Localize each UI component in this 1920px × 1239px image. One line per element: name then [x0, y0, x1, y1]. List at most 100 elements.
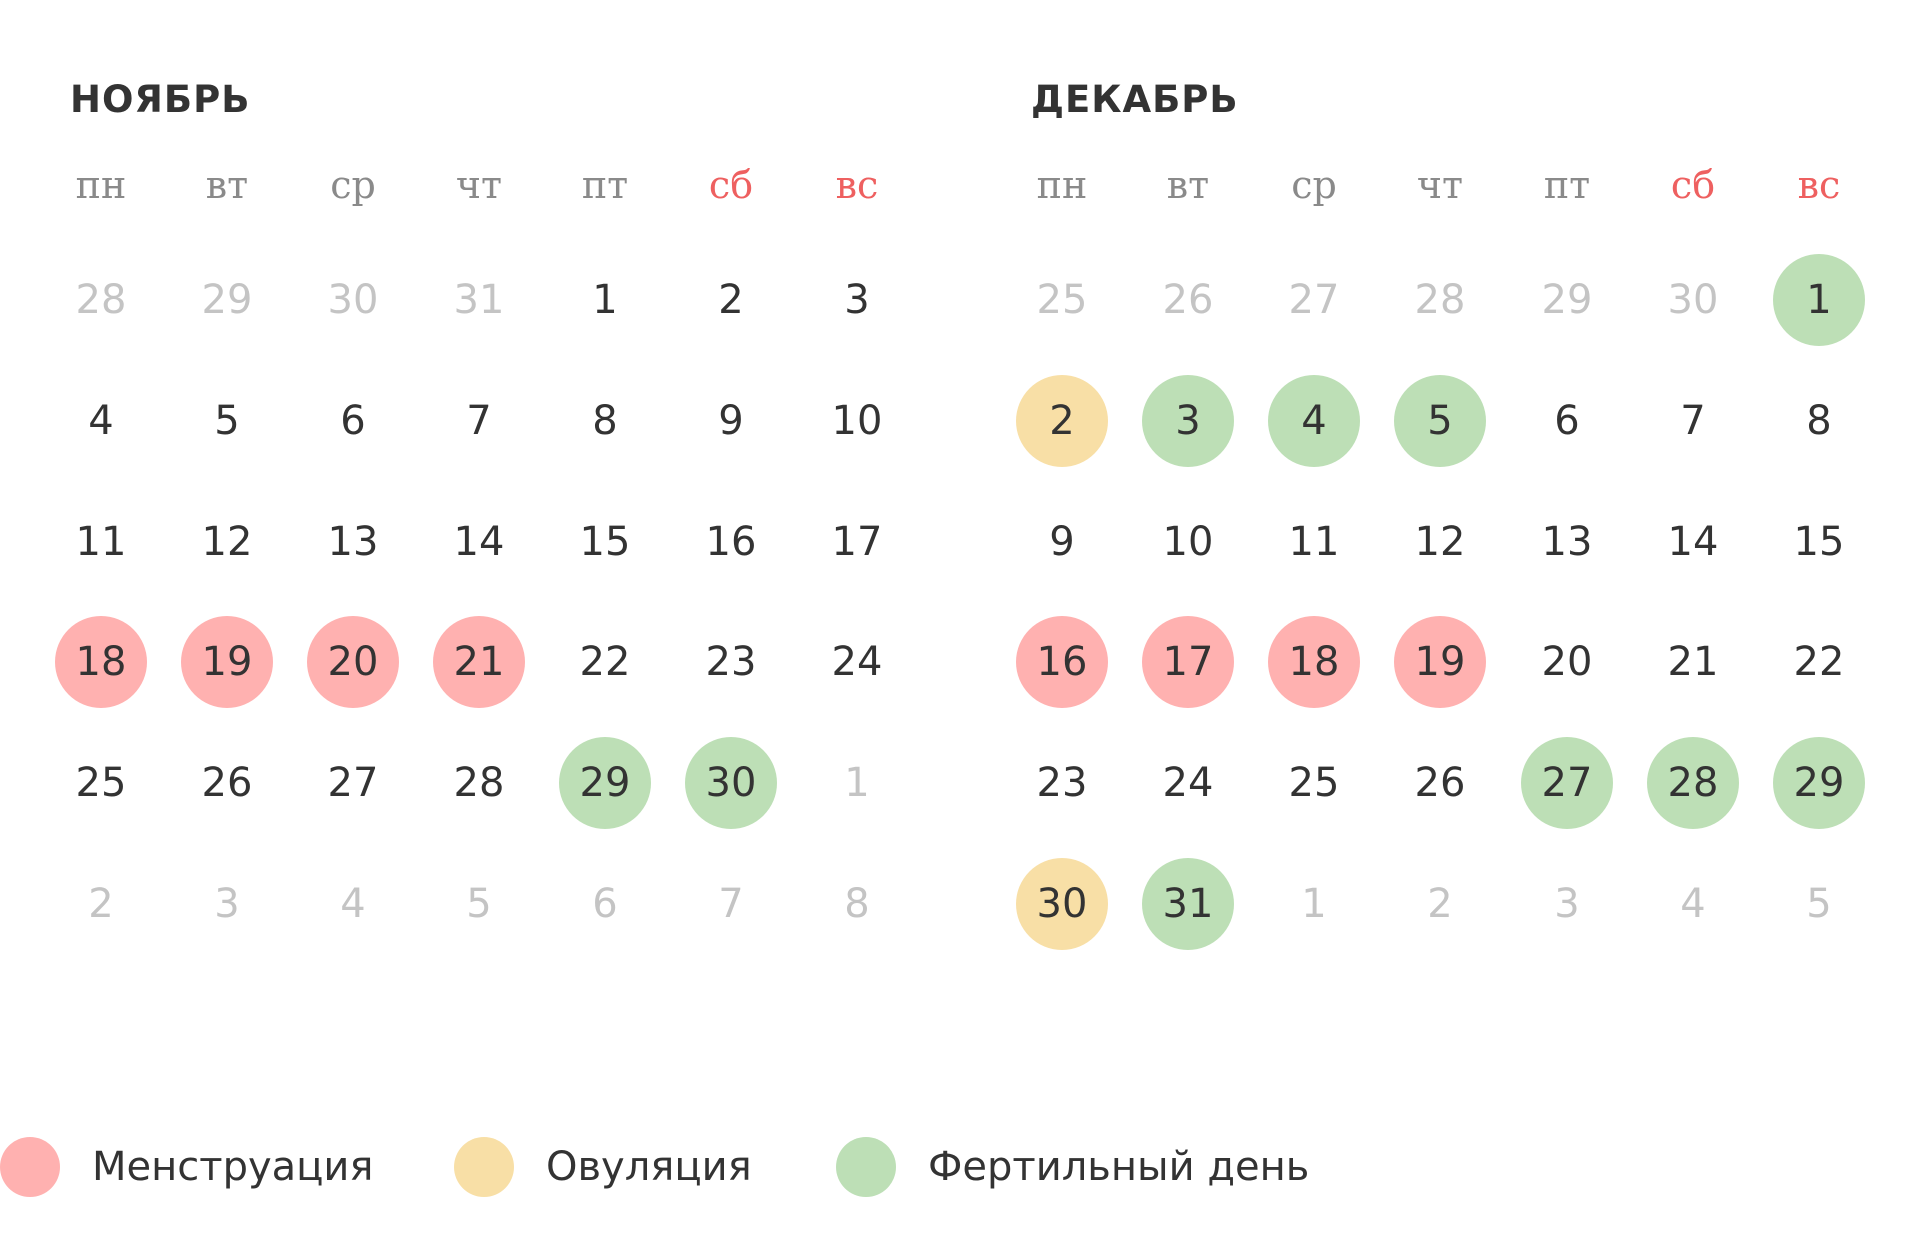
day-cell[interactable]: 1: [592, 277, 618, 323]
weekday-header: пн: [1036, 163, 1088, 207]
day-cell[interactable]: 24: [1162, 760, 1214, 806]
legend-item-fertile: Фертильный день: [836, 1137, 1309, 1197]
day-cell-outside-month[interactable]: 5: [1806, 881, 1832, 927]
month-grid: пн вт ср чт пт сб вс 25 26 27 28 29 30 1 2 3 4 5 6 7 8 9 10 11 1…: [0, 0, 1865, 1000]
day-cell[interactable]: 11: [1288, 519, 1340, 565]
day-cell[interactable]: 23: [705, 639, 757, 685]
day-cell-fertile[interactable]: 28: [1647, 737, 1739, 829]
day-cell-outside-month[interactable]: 1: [844, 760, 870, 806]
day-cell[interactable]: 5: [214, 398, 240, 444]
day-cell[interactable]: 27: [327, 760, 379, 806]
day-cell-menstruation[interactable]: 18: [55, 616, 147, 708]
day-cell[interactable]: 9: [1049, 519, 1075, 565]
day-cell-outside-month[interactable]: 6: [592, 881, 618, 927]
day-cell[interactable]: 25: [75, 760, 127, 806]
day-cell-outside-month[interactable]: 28: [1414, 277, 1466, 323]
day-cell-menstruation[interactable]: 18: [1268, 616, 1360, 708]
day-cell-outside-month[interactable]: 8: [844, 881, 870, 927]
weekday-header: вт: [205, 163, 249, 207]
day-cell[interactable]: 21: [1667, 639, 1719, 685]
legend-item-menstruation: Менструация: [0, 1137, 373, 1197]
day-cell[interactable]: 26: [1414, 760, 1466, 806]
day-cell[interactable]: 4: [88, 398, 114, 444]
day-cell-menstruation[interactable]: 17: [1142, 616, 1234, 708]
day-cell[interactable]: 23: [1036, 760, 1088, 806]
day-cell[interactable]: 16: [705, 519, 757, 565]
day-cell-outside-month[interactable]: 5: [466, 881, 492, 927]
day-cell[interactable]: 24: [831, 639, 883, 685]
day-cell-menstruation[interactable]: 21: [433, 616, 525, 708]
day-cell-fertile[interactable]: 5: [1394, 375, 1486, 467]
day-cell-fertile[interactable]: 27: [1521, 737, 1613, 829]
ovulation-dot-icon: [454, 1137, 514, 1197]
day-cell-outside-month[interactable]: 3: [1554, 881, 1580, 927]
day-cell-outside-month[interactable]: 3: [214, 881, 240, 927]
day-cell[interactable]: 20: [1541, 639, 1593, 685]
day-cell-fertile[interactable]: 30: [685, 737, 777, 829]
day-cell[interactable]: 6: [1554, 398, 1580, 444]
weekday-header: ср: [1291, 163, 1337, 207]
day-cell[interactable]: 6: [340, 398, 366, 444]
day-cell[interactable]: 7: [1680, 398, 1706, 444]
menstruation-dot-icon: [0, 1137, 60, 1197]
legend-label: Овуляция: [546, 1144, 752, 1190]
day-cell[interactable]: 10: [831, 398, 883, 444]
day-cell-fertile[interactable]: 29: [559, 737, 651, 829]
day-cell[interactable]: 17: [831, 519, 883, 565]
day-cell-fertile[interactable]: 1: [1773, 254, 1865, 346]
day-cell[interactable]: 13: [1541, 519, 1593, 565]
day-cell[interactable]: 9: [718, 398, 744, 444]
day-cell-outside-month[interactable]: 2: [1427, 881, 1453, 927]
day-cell-outside-month[interactable]: 30: [327, 277, 379, 323]
day-cell[interactable]: 13: [327, 519, 379, 565]
day-cell[interactable]: 14: [453, 519, 505, 565]
day-cell[interactable]: 8: [1806, 398, 1832, 444]
day-cell[interactable]: 15: [579, 519, 631, 565]
day-cell-fertile[interactable]: 3: [1142, 375, 1234, 467]
day-cell[interactable]: 15: [1793, 519, 1845, 565]
day-cell-outside-month[interactable]: 30: [1667, 277, 1719, 323]
day-cell-ovulation[interactable]: 2: [1016, 375, 1108, 467]
day-cell-outside-month[interactable]: 31: [453, 277, 505, 323]
day-cell-outside-month[interactable]: 2: [88, 881, 114, 927]
day-cell-outside-month[interactable]: 28: [75, 277, 127, 323]
day-cell[interactable]: 10: [1162, 519, 1214, 565]
day-cell-menstruation[interactable]: 19: [181, 616, 273, 708]
day-cell[interactable]: 12: [201, 519, 253, 565]
day-cell-outside-month[interactable]: 26: [1162, 277, 1214, 323]
day-cell[interactable]: 25: [1288, 760, 1340, 806]
legend-label: Фертильный день: [928, 1144, 1310, 1190]
day-cell-menstruation[interactable]: 19: [1394, 616, 1486, 708]
day-cell-outside-month[interactable]: 27: [1288, 277, 1340, 323]
day-cell-ovulation[interactable]: 30: [1016, 858, 1108, 950]
day-cell[interactable]: 26: [201, 760, 253, 806]
weekday-header: вт: [1166, 163, 1210, 207]
day-cell-menstruation[interactable]: 16: [1016, 616, 1108, 708]
day-cell-fertile[interactable]: 4: [1268, 375, 1360, 467]
day-cell[interactable]: 7: [466, 398, 492, 444]
day-cell-outside-month[interactable]: 4: [340, 881, 366, 927]
day-cell-outside-month[interactable]: 29: [201, 277, 253, 323]
legend-item-ovulation: Овуляция: [454, 1137, 752, 1197]
day-cell-fertile[interactable]: 29: [1773, 737, 1865, 829]
day-cell[interactable]: 2: [718, 277, 744, 323]
day-cell[interactable]: 14: [1667, 519, 1719, 565]
month-title-december: ДЕКАБРЬ: [1031, 78, 1239, 121]
day-cell[interactable]: 22: [1793, 639, 1845, 685]
day-cell-menstruation[interactable]: 20: [307, 616, 399, 708]
day-cell[interactable]: 28: [453, 760, 505, 806]
day-cell-outside-month[interactable]: 4: [1680, 881, 1706, 927]
day-cell[interactable]: 22: [579, 639, 631, 685]
fertile-dot-icon: [836, 1137, 896, 1197]
day-cell-outside-month[interactable]: 25: [1036, 277, 1088, 323]
day-cell[interactable]: 12: [1414, 519, 1466, 565]
day-cell-outside-month[interactable]: 29: [1541, 277, 1593, 323]
day-cell[interactable]: 11: [75, 519, 127, 565]
day-cell[interactable]: 3: [844, 277, 870, 323]
weekday-header: вс: [835, 163, 879, 207]
day-cell-outside-month[interactable]: 7: [718, 881, 744, 927]
day-cell-outside-month[interactable]: 1: [1301, 881, 1327, 927]
day-cell[interactable]: 8: [592, 398, 618, 444]
day-cell-fertile[interactable]: 31: [1142, 858, 1234, 950]
weekday-header: чт: [455, 163, 503, 207]
